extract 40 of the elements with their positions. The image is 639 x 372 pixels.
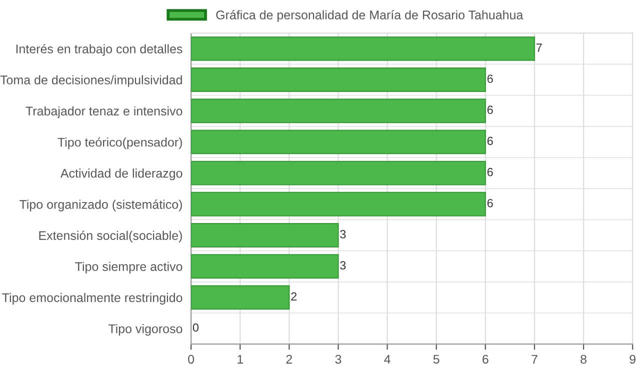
x-tick-label: 5	[433, 354, 440, 364]
y-tick-label: Tipo teórico(pensador)	[58, 137, 182, 150]
x-tick-label: 0	[188, 354, 194, 364]
x-tick-label: 2	[286, 354, 292, 364]
bar	[191, 192, 486, 216]
y-tick-label: Tipo vigoroso	[108, 324, 182, 336]
bar	[191, 160, 486, 186]
data-label: 6	[487, 198, 493, 208]
x-tick-label: 6	[482, 354, 488, 364]
data-label: 2	[291, 292, 297, 301]
x-tick-label: 4	[384, 354, 390, 364]
bar	[191, 98, 486, 124]
data-label: 7	[536, 44, 542, 52]
data-label: 6	[487, 168, 493, 176]
y-tick-label: Tipo emocionalmente restringido	[2, 292, 182, 305]
legend-label: Gráfica de personalidad de María de Rosario Tahuahua	[216, 10, 524, 22]
y-tick-label: Interés en trabajo con detalles	[16, 44, 182, 56]
data-label: 6	[487, 74, 493, 83]
data-label: 6	[487, 136, 493, 146]
bar	[191, 223, 339, 248]
x-tick-label: 3	[335, 354, 342, 364]
bar	[191, 36, 536, 61]
bar	[191, 285, 290, 310]
x-tick-label: 9	[630, 354, 636, 364]
y-tick-label: Tipo organizado (sistemático)	[20, 200, 182, 212]
bar	[191, 254, 339, 279]
bar	[191, 130, 486, 154]
x-tick-label: 1	[238, 354, 243, 364]
bar	[191, 68, 486, 92]
x-tick-label: 7	[532, 354, 538, 364]
data-label: 0	[192, 323, 199, 332]
data-label: 3	[340, 230, 346, 238]
y-tick-label: Trabajador tenaz e intensivo	[26, 106, 182, 118]
data-label: 6	[487, 106, 493, 114]
y-tick-label: Actividad de liderazgo	[60, 168, 182, 180]
y-tick-label: Toma de decisiones/impulsividad	[0, 75, 182, 87]
y-tick-label: Extensión social(sociable)	[39, 230, 182, 242]
data-label: 3	[340, 261, 346, 270]
y-tick-label: Tipo siempre activo	[75, 262, 182, 274]
x-tick-label: 8	[580, 354, 586, 364]
